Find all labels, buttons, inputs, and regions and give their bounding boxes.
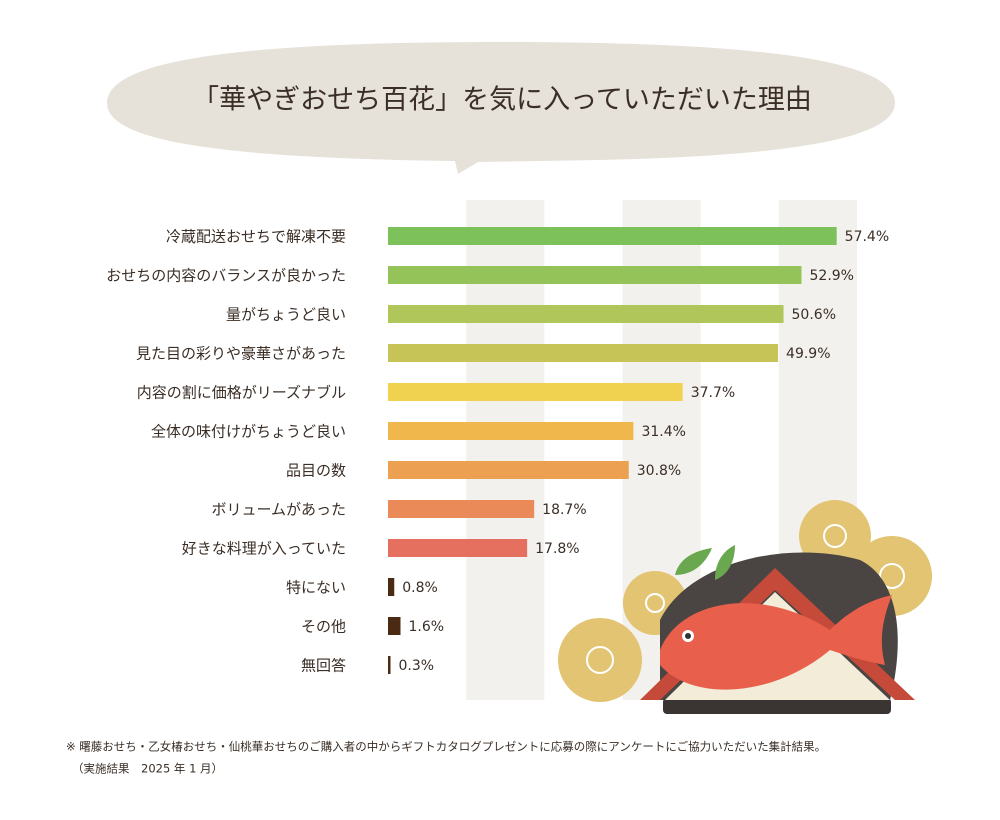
category-label: 品目の数 [286, 462, 346, 480]
bar [388, 266, 802, 284]
bar [388, 344, 779, 362]
bar [388, 422, 634, 440]
value-label: 49.9% [786, 346, 830, 362]
footnote: ※ 曙藤おせち・乙女椿おせち・仙桃華おせちのご購入者の中からギフトカタログプレゼ… [66, 740, 826, 754]
value-label: 31.4% [641, 424, 685, 440]
value-label: 37.7% [691, 385, 735, 401]
roof [640, 568, 915, 700]
category-label: 特にない [286, 579, 346, 597]
bar [388, 305, 784, 323]
category-label: 全体の味付けがちょうど良い [151, 423, 346, 441]
footnote: （実施結果 2025 年 1 月） [72, 762, 223, 776]
category-label: 量がちょうど良い [226, 306, 346, 324]
category-label: 無回答 [301, 657, 346, 675]
category-label: おせちの内容のバランスが良かった [106, 267, 346, 285]
chart-title: 「華やぎおせち百花」を気に入っていただいた理由 [192, 85, 812, 116]
flower-pattern [586, 524, 905, 674]
value-label: 18.7% [542, 502, 586, 518]
bar [388, 578, 395, 596]
value-label: 30.8% [637, 463, 681, 479]
illustration [558, 500, 932, 714]
plate-base [663, 698, 891, 714]
bar [388, 383, 683, 401]
category-label: 好きな料理が入っていた [182, 540, 346, 558]
leaf [675, 545, 735, 580]
value-label: 57.4% [845, 229, 889, 245]
bar [388, 500, 535, 518]
bar [388, 461, 629, 479]
fish [660, 595, 892, 690]
value-label: 0.3% [399, 658, 435, 674]
category-label: 見た目の彩りや豪華さがあった [136, 345, 346, 363]
value-label: 50.6% [792, 307, 836, 323]
title-bubble [107, 42, 895, 174]
value-label: 0.8% [402, 580, 438, 596]
value-label: 1.6% [409, 619, 445, 635]
category-label: 冷蔵配送おせちで解凍不要 [166, 228, 346, 246]
category-label: ボリュームがあった [211, 501, 346, 519]
bar [388, 656, 391, 674]
bar [388, 227, 837, 245]
value-label: 17.8% [535, 541, 579, 557]
fish-pupil [685, 633, 691, 639]
category-label: 内容の割に価格がリーズナブル [137, 384, 346, 402]
value-label: 52.9% [810, 268, 854, 284]
bar [388, 539, 528, 557]
category-label: その他 [301, 618, 346, 636]
bar [388, 617, 401, 635]
